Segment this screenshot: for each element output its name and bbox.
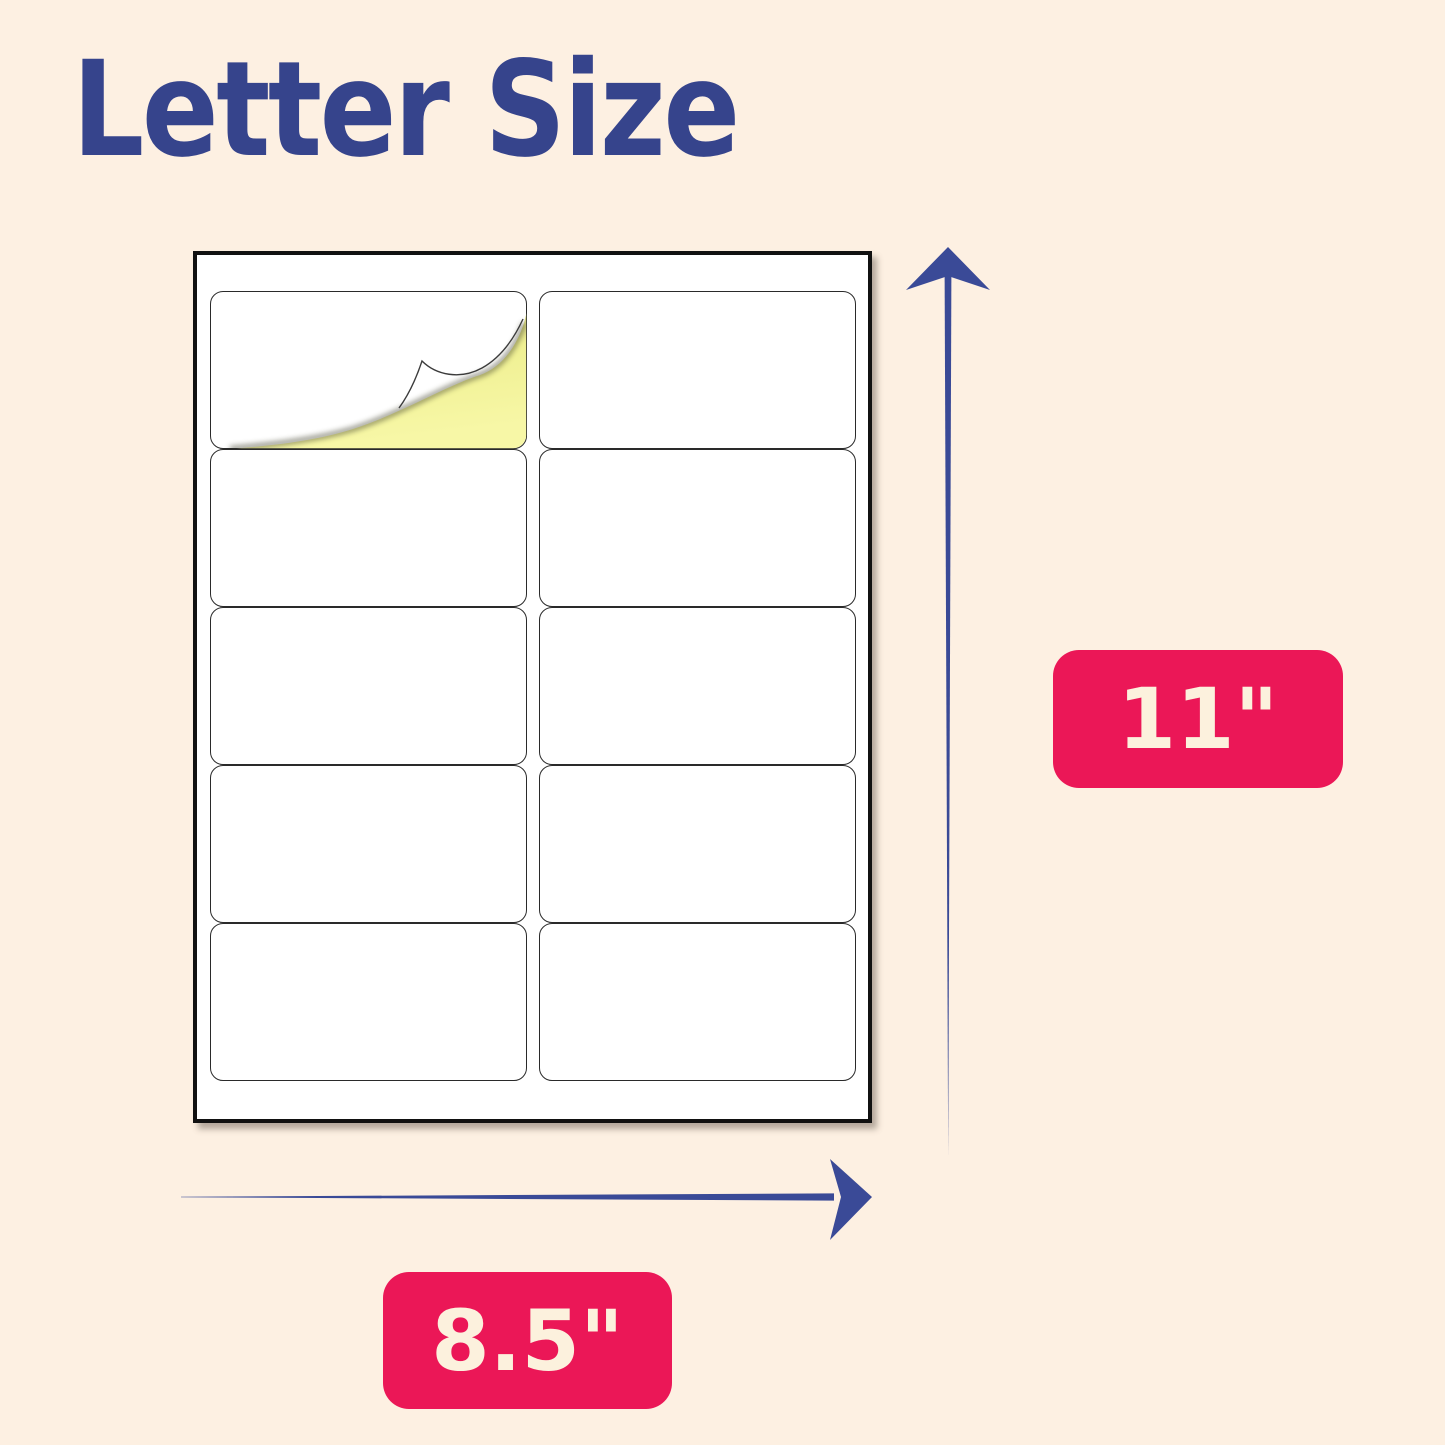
label-cell xyxy=(539,923,856,1081)
label-cell xyxy=(210,607,527,765)
label-cell xyxy=(539,449,856,607)
width-arrow-icon xyxy=(181,1159,872,1240)
label-cell xyxy=(210,291,527,449)
label-cell xyxy=(210,449,527,607)
width-dimension-value: 8.5" xyxy=(431,1291,624,1390)
width-dimension-badge: 8.5" xyxy=(383,1272,672,1409)
label-cell xyxy=(539,765,856,923)
height-dimension-value: 11" xyxy=(1117,670,1279,768)
label-cell xyxy=(539,291,856,449)
label-cell xyxy=(210,923,527,1081)
label-grid xyxy=(210,291,856,1081)
label-sheet xyxy=(193,251,872,1123)
height-arrow-icon xyxy=(906,247,990,1156)
page-title: Letter Size xyxy=(72,33,740,187)
label-cell xyxy=(210,765,527,923)
label-cell xyxy=(539,607,856,765)
height-dimension-badge: 11" xyxy=(1053,650,1343,788)
